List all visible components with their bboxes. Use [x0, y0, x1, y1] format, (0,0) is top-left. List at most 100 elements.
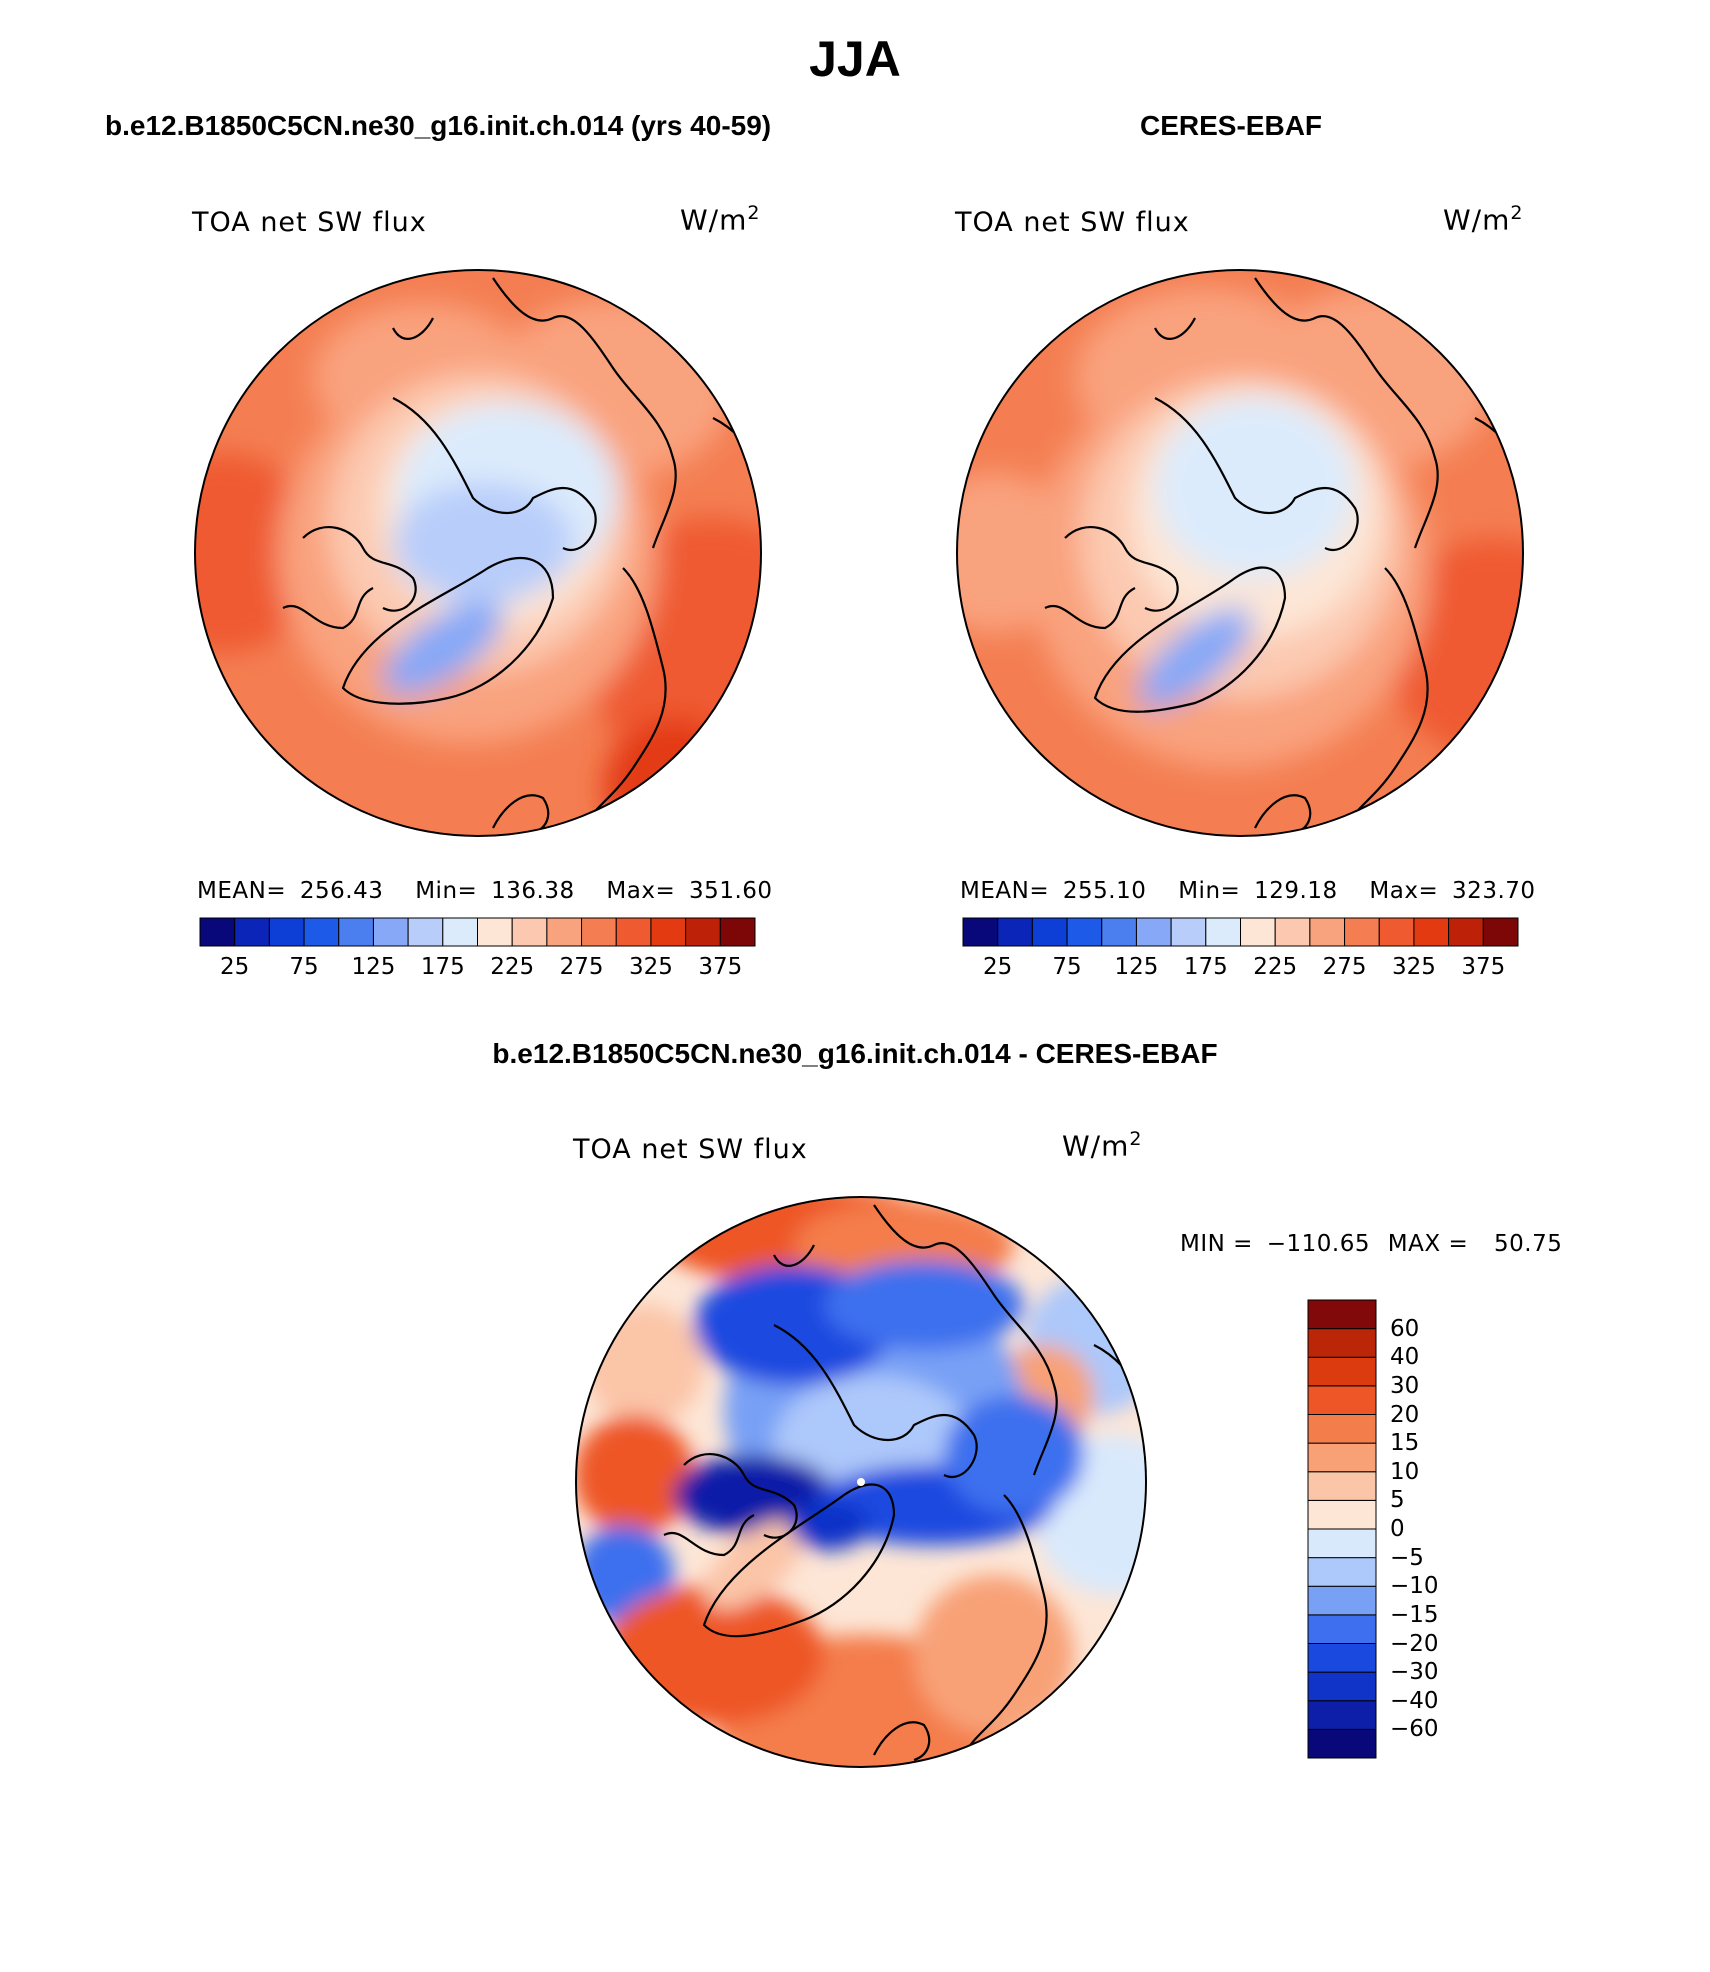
panel3-colorbar-tick-label: 20 [1390, 1401, 1420, 1428]
panel3-colorbar-tick-label: 30 [1390, 1372, 1420, 1399]
panel2-colorbar-tick-label: 25 [983, 954, 1013, 980]
panel3-colorbar-tick-label: 0 [1390, 1516, 1405, 1542]
panel2-colorbar-swatch [1344, 917, 1380, 947]
panel2-colorbar [962, 917, 1519, 947]
panel1-mean-label: MEAN= [197, 878, 287, 904]
panel3-colorbar-swatch [1307, 1356, 1377, 1387]
panel2-min-label: Min= [1178, 878, 1241, 904]
panel3-colorbar-tick-label: −30 [1390, 1659, 1439, 1686]
panel2-stats: MEAN= 255.10 Min= 129.18 Max= 323.70 [960, 878, 1536, 904]
panel3-colorbar-swatch [1307, 1643, 1377, 1673]
panel3-min-label: MIN = [1180, 1231, 1253, 1257]
panel1-colorbar-tick-label: 175 [420, 954, 465, 980]
panel2-colorbar-tick-label: 75 [1052, 954, 1082, 980]
panel1-colorbar-tick-label: 125 [351, 954, 396, 980]
panel3-colorbar-tick-label: −40 [1390, 1687, 1439, 1714]
panel2-colorbar-swatch [1413, 917, 1450, 947]
panel1-colorbar-swatch [268, 917, 305, 947]
panel3-max-label: MAX = [1387, 1231, 1469, 1257]
panel2-colorbar-tick-label: 225 [1253, 954, 1298, 980]
panel1-colorbar-swatch [615, 917, 652, 947]
panel3-colorbar-swatch [1307, 1471, 1377, 1501]
panel3-colorbar-swatch [1307, 1700, 1377, 1730]
panel3-colorbar [1307, 1299, 1377, 1759]
panel3-colorbar-ticks: 60 40 30 20 15 10 5 0 −5 −10 −15 −20 −30 −40 −60 [1390, 1300, 1470, 1758]
panel3-units: W/m2 [1062, 1128, 1143, 1163]
panel1-colorbar-swatch [650, 917, 687, 947]
panel3-colorbar-swatch [1307, 1614, 1377, 1644]
panel1-colorbar-swatch [719, 917, 756, 947]
panel1-colorbar-swatch [234, 917, 270, 947]
panel3-colorbar-tick-label: 15 [1390, 1430, 1420, 1457]
panel3-colorbar-tick-label: 40 [1390, 1344, 1420, 1371]
panel1-colorbar-tick-label: 25 [220, 954, 250, 980]
panel2-colorbar-tick-label: 375 [1461, 954, 1506, 980]
panel1-colorbar-swatch [199, 917, 236, 947]
panel1-colorbar-swatch [442, 917, 478, 947]
panel2-colorbar-swatch [1274, 917, 1311, 947]
panel3-colorbar-tick-label: 10 [1390, 1458, 1420, 1485]
panel2-mean-value: 255.10 [1062, 878, 1147, 904]
panel3-colorbar-tick-label: 60 [1390, 1315, 1420, 1342]
panel2-max-value: 323.70 [1452, 878, 1536, 904]
panel1-colorbar-swatch [546, 917, 583, 947]
panel2-mean-label: MEAN= [960, 878, 1050, 904]
panel3-colorbar-tick-label: −10 [1390, 1573, 1439, 1600]
panel2-colorbar-tick-label: 325 [1391, 954, 1436, 980]
panel2-colorbar-tick-label: 275 [1322, 954, 1367, 980]
panel1-variable: TOA net SW flux [192, 207, 427, 238]
panel3-colorbar-swatch [1307, 1499, 1377, 1530]
panel1-min-value: 136.38 [491, 878, 575, 904]
panel3-colorbar-swatch [1307, 1557, 1377, 1587]
panel3-min-value: −110.65 [1266, 1231, 1370, 1257]
panel1-colorbar-tick-label: 75 [289, 954, 319, 980]
panel1-colorbar-swatch [303, 917, 340, 947]
panel3-colorbar-tick-label: −20 [1390, 1630, 1439, 1657]
panel1-colorbar [199, 917, 756, 947]
panel2-colorbar-swatch [1309, 917, 1346, 947]
panel1-colorbar-swatch [511, 917, 548, 947]
panel3-colorbar-tick-label: −15 [1390, 1601, 1439, 1628]
panel3-colorbar-swatch [1307, 1728, 1377, 1759]
panel1-colorbar-swatch [581, 917, 617, 947]
panel1-colorbar-tick-label: 275 [559, 954, 604, 980]
panel3-colorbar-swatch [1307, 1671, 1377, 1702]
panel3-colorbar-tick-label: 5 [1390, 1487, 1405, 1514]
panel3-variable: TOA net SW flux [573, 1134, 808, 1165]
panel1-colorbar-swatch [338, 917, 374, 947]
figure-title: JJA [809, 31, 901, 87]
panel2-colorbar-swatch [1101, 917, 1137, 947]
panel1-colorbar-swatch [685, 917, 721, 947]
panel3-colorbar-swatch [1307, 1328, 1377, 1358]
panel1-title: b.e12.B1850C5CN.ne30_g16.init.ch.014 (yr… [105, 110, 772, 141]
panel2-colorbar-swatch [1448, 917, 1484, 947]
panel3-colorbar-swatch [1307, 1414, 1377, 1444]
panel3-colorbar-swatch [1307, 1385, 1377, 1415]
panel2-colorbar-swatch [997, 917, 1033, 947]
panel3-max-value: 50.75 [1494, 1231, 1563, 1257]
panel3-colorbar-swatch [1307, 1442, 1377, 1473]
panel2-colorbar-swatch [1240, 917, 1276, 947]
panel2-colorbar-swatch [962, 917, 999, 947]
panel3-title: b.e12.B1850C5CN.ne30_g16.init.ch.014 - C… [492, 1038, 1218, 1069]
panel2-colorbar-swatch [1170, 917, 1207, 947]
panel1-colorbar-tick-label: 225 [490, 954, 535, 980]
panel3-colorbar-swatch [1307, 1528, 1377, 1559]
panel1-colorbar-swatch [477, 917, 513, 947]
panel2-colorbar-ticks: 25 75 125 175 225 275 325 375 [963, 954, 1518, 984]
panel3-stats: MIN = −110.65 MAX = 50.75 [1180, 1231, 1562, 1257]
panel1-colorbar-tick-label: 375 [698, 954, 743, 980]
panel2-max-label: Max= [1369, 878, 1439, 904]
panel1-min-label: Min= [415, 878, 478, 904]
panel3-colorbar-swatch [1307, 1299, 1377, 1330]
panel1-colorbar-tick-label: 325 [628, 954, 673, 980]
panel2-variable: TOA net SW flux [955, 207, 1190, 238]
panel2-colorbar-swatch [1066, 917, 1103, 947]
panel3-colorbar-tick-label: −5 [1390, 1544, 1424, 1571]
panel2-colorbar-tick-label: 175 [1183, 954, 1228, 980]
panel2-colorbar-swatch [1205, 917, 1241, 947]
panel2-colorbar-swatch [1135, 917, 1172, 947]
panel1-colorbar-swatch [372, 917, 409, 947]
panel2-map [956, 269, 1524, 837]
panel2-colorbar-swatch [1378, 917, 1415, 947]
